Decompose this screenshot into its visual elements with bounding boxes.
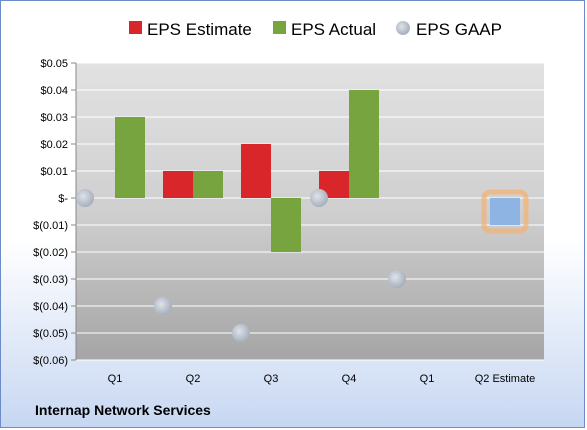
point-eps-gaap bbox=[154, 297, 172, 315]
bar-eps-actual bbox=[193, 171, 223, 198]
x-tick-label: Q1 bbox=[108, 373, 123, 385]
y-tick-label: $(0.05) bbox=[33, 328, 68, 340]
legend-label-eps-estimate: EPS Estimate bbox=[147, 20, 252, 39]
bar-eps-estimate bbox=[163, 171, 193, 198]
x-tick-label: Q3 bbox=[264, 373, 279, 385]
legend-swatch-eps-estimate bbox=[129, 21, 142, 34]
bar-eps-actual bbox=[349, 90, 379, 198]
point-eps-gaap bbox=[232, 324, 250, 342]
company-name: Internap Network Services bbox=[35, 402, 211, 418]
y-tick-label: $0.03 bbox=[40, 112, 68, 124]
x-tick-label: Q2 bbox=[186, 373, 201, 385]
bar-eps-estimate bbox=[241, 144, 271, 198]
bar-eps-actual bbox=[271, 198, 301, 252]
y-axis: $0.05 $0.04 $0.03 $0.02 $0.01 $- $(0.01) $(0.02… bbox=[33, 58, 77, 367]
plot-area bbox=[76, 63, 544, 360]
y-tick-label: $(0.06) bbox=[33, 355, 68, 367]
point-eps-gaap bbox=[388, 270, 406, 288]
y-tick-label: $0.01 bbox=[40, 166, 68, 178]
y-tick-label: $(0.04) bbox=[33, 301, 68, 313]
highlight-glow bbox=[481, 189, 529, 234]
legend-marker-eps-gaap bbox=[396, 21, 410, 35]
x-tick-label: Q4 bbox=[342, 373, 357, 385]
x-axis: Q1 Q2 Q3 Q4 Q1 Q2 Estimate bbox=[108, 373, 536, 385]
gaap-points bbox=[76, 189, 406, 342]
point-eps-gaap bbox=[310, 189, 328, 207]
y-tick-label: $(0.02) bbox=[33, 247, 68, 259]
y-tick-label: $- bbox=[58, 193, 68, 205]
x-tick-label: Q2 Estimate bbox=[475, 373, 536, 385]
legend-label-eps-gaap: EPS GAAP bbox=[416, 20, 502, 39]
bar-eps-actual bbox=[115, 117, 145, 198]
bars bbox=[115, 90, 529, 252]
y-tick-label: $0.05 bbox=[40, 58, 68, 70]
legend-swatch-eps-actual bbox=[273, 21, 286, 34]
x-tick-label: Q1 bbox=[420, 373, 435, 385]
point-eps-gaap bbox=[76, 189, 94, 207]
y-tick-label: $0.04 bbox=[40, 85, 68, 97]
legend-label-eps-actual: EPS Actual bbox=[291, 20, 376, 39]
y-tick-label: $0.02 bbox=[40, 139, 68, 151]
chart-legend: EPS Estimate EPS Actual EPS GAAP bbox=[129, 20, 502, 39]
y-tick-label: $(0.01) bbox=[33, 220, 68, 232]
highlight-bar bbox=[490, 198, 520, 225]
y-tick-label: $(0.03) bbox=[33, 274, 68, 286]
